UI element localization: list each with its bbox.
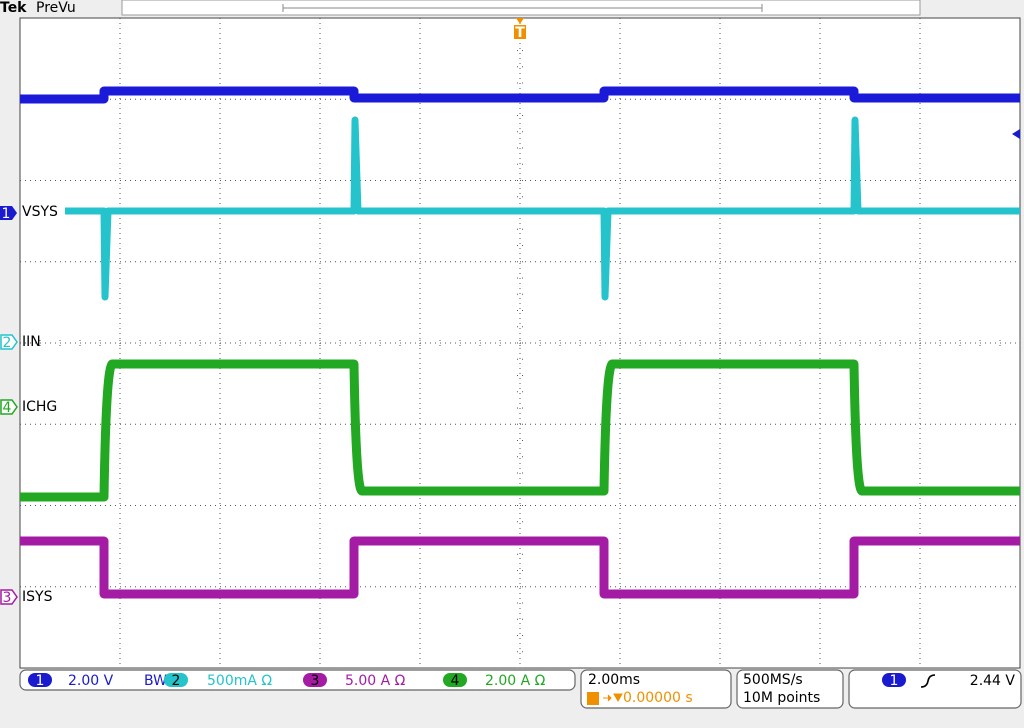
scale-badge bbox=[28, 673, 52, 687]
channel-number: 4 bbox=[3, 400, 12, 416]
trigger-level: 2.44 V bbox=[970, 673, 1016, 689]
trigger-arrow bbox=[516, 18, 524, 24]
waveform-ch4 bbox=[20, 359, 1020, 502]
scale-badge bbox=[303, 673, 327, 687]
channel-label: IIN bbox=[22, 334, 41, 350]
scale-number: 4 bbox=[451, 673, 460, 689]
mode: PreVu bbox=[36, 0, 76, 16]
scale-value: 2.00 V bbox=[68, 673, 114, 689]
trigger-source-badge bbox=[882, 673, 906, 687]
trigger-level-marker bbox=[1012, 129, 1020, 139]
channel-badge bbox=[0, 334, 18, 350]
scale-number: 2 bbox=[172, 673, 181, 689]
trigger-position-arrow bbox=[603, 693, 623, 703]
waveform-ch1 bbox=[20, 86, 1020, 104]
channel-number: 3 bbox=[3, 590, 12, 606]
trigger-position-icon bbox=[587, 692, 599, 705]
scale-value: 2.00 A Ω bbox=[485, 673, 546, 689]
acquisition-panel[interactable] bbox=[736, 669, 844, 709]
scale-number: 1 bbox=[36, 673, 45, 689]
scale-value: 5.00 A Ω bbox=[345, 673, 406, 689]
sample-rate: 500MS/s bbox=[743, 672, 803, 688]
channel-number: 1 bbox=[2, 206, 11, 222]
brand: Tek bbox=[0, 0, 27, 16]
trigger-marker-box bbox=[514, 25, 526, 39]
channel-badge bbox=[0, 399, 18, 415]
channel-label: ISYS bbox=[22, 589, 53, 605]
scale-value: 500mA Ω bbox=[207, 673, 272, 689]
bandwidth-indicator: BW bbox=[144, 673, 167, 689]
trigger-source: 1 bbox=[890, 673, 899, 689]
grid bbox=[19, 17, 1021, 669]
channel-label: VSYS bbox=[22, 204, 58, 220]
scale-number: 3 bbox=[311, 673, 320, 689]
channel-label: ICHG bbox=[22, 399, 57, 415]
trigger-slope bbox=[920, 674, 936, 688]
waveform-ch3 bbox=[20, 536, 1020, 599]
channel-number: 2 bbox=[3, 335, 12, 351]
scale-badge bbox=[443, 673, 467, 687]
channel-badge bbox=[0, 589, 18, 605]
vertical-panel[interactable] bbox=[19, 669, 576, 691]
timebase: 2.00ms bbox=[588, 672, 640, 688]
waveforms bbox=[20, 86, 1020, 599]
status-bar: 1 2.00 V BW 2 500mA Ω 3 5.00 A Ω 4 2.00 … bbox=[19, 669, 1022, 709]
trigger-position: 0.00000 s bbox=[623, 690, 693, 706]
view-bracket bbox=[282, 4, 763, 12]
channel-badge bbox=[0, 206, 17, 220]
channel-labels: 1 VSYS 2 IIN 4 ICHG 3 ISYS bbox=[0, 204, 58, 606]
trigger-marker: T bbox=[515, 25, 525, 41]
waveform-ch2 bbox=[65, 116, 1020, 301]
record-length: 10M points bbox=[743, 690, 820, 706]
scale-badge bbox=[164, 673, 188, 687]
